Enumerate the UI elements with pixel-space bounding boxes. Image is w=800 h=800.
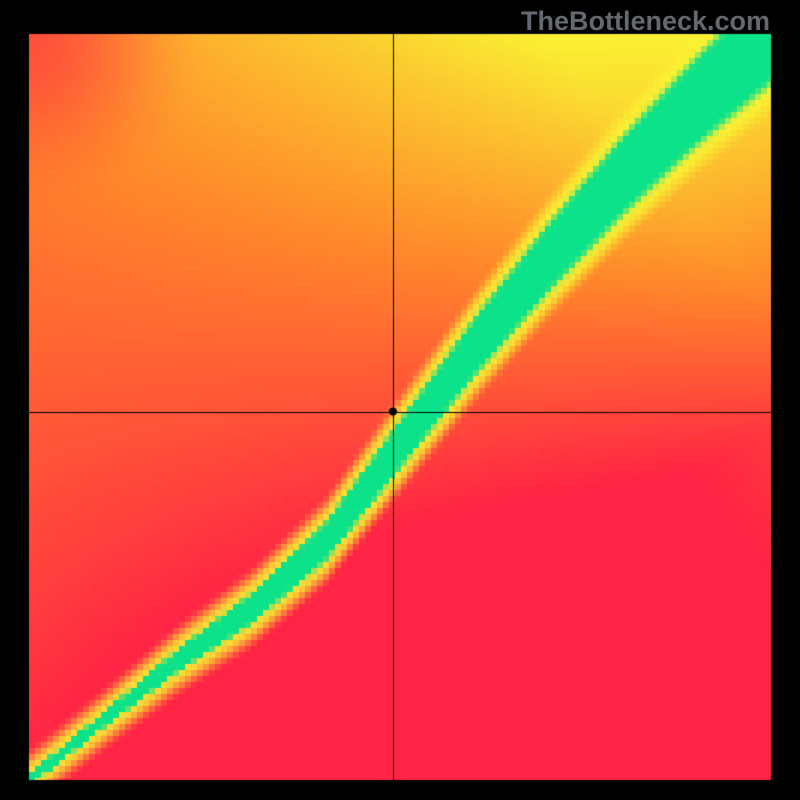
watermark-text: TheBottleneck.com [521, 6, 770, 37]
bottleneck-heatmap [0, 0, 800, 800]
chart-container: TheBottleneck.com [0, 0, 800, 800]
